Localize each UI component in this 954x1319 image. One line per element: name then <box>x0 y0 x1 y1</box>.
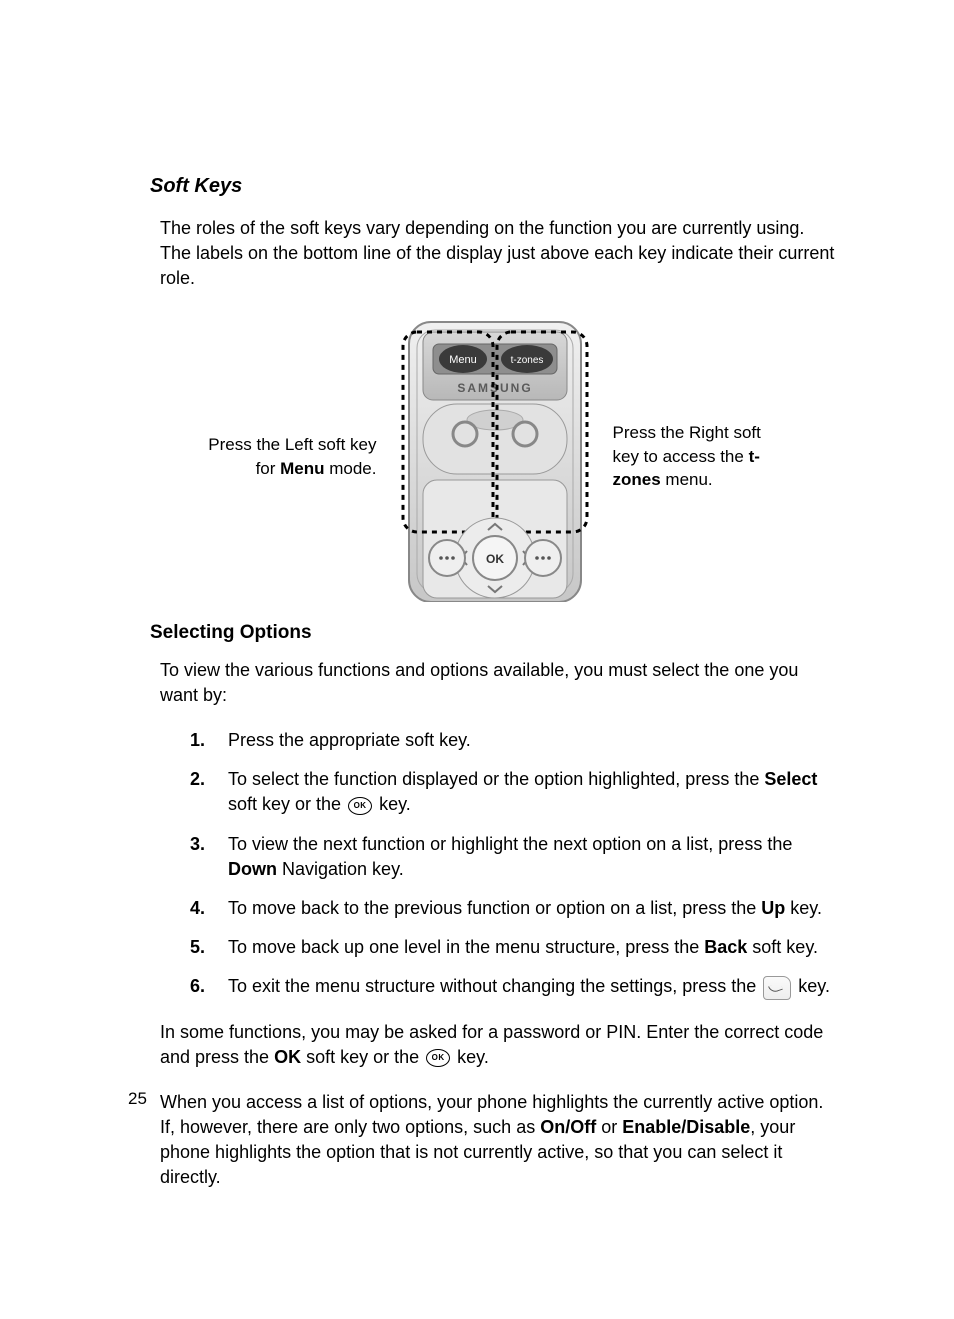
screen-label-menu: Menu <box>449 354 477 366</box>
step-3: To view the next function or highlight t… <box>190 832 839 882</box>
ok-icon: OK <box>426 1049 450 1067</box>
softkey-diagram: Press the Left soft key for Menu mode. <box>150 312 839 602</box>
step-3-bold: Down <box>228 859 277 879</box>
step-6-prefix: To exit the menu structure without chang… <box>228 976 761 996</box>
step-4: To move back to the previous function or… <box>190 896 839 921</box>
screen-label-tzones: t-zones <box>510 355 543 366</box>
left-callout-suffix: mode. <box>325 459 377 478</box>
step-5: To move back up one level in the menu st… <box>190 935 839 960</box>
step-5-suffix: soft key. <box>747 937 818 957</box>
pin-text-2: soft key or the <box>301 1047 424 1067</box>
intro-paragraph: The roles of the soft keys vary dependin… <box>160 216 839 292</box>
step-2-suffix: key. <box>374 794 411 814</box>
right-callout-text: Press the Right soft key to access the <box>613 423 761 466</box>
step-4-suffix: key. <box>785 898 822 918</box>
pin-bold: OK <box>274 1047 301 1067</box>
step-4-prefix: To move back to the previous function or… <box>228 898 761 918</box>
lead-in-text: To view the various functions and option… <box>160 658 839 708</box>
ok-key-label: OK <box>486 552 504 566</box>
step-2: To select the function displayed or the … <box>190 767 839 817</box>
pin-text-3: key. <box>452 1047 489 1067</box>
step-4-bold: Up <box>761 898 785 918</box>
step-2-prefix: To select the function displayed or the … <box>228 769 764 789</box>
step-3-suffix: Navigation key. <box>277 859 404 879</box>
pin-paragraph: In some functions, you may be asked for … <box>160 1020 839 1070</box>
step-1: Press the appropriate soft key. <box>190 728 839 753</box>
left-callout-bold: Menu <box>280 459 324 478</box>
step-6-suffix: key. <box>793 976 830 996</box>
right-callout: Press the Right soft key to access the t… <box>605 421 788 492</box>
opt-mid: or <box>596 1117 622 1137</box>
step-2-bold: Select <box>764 769 817 789</box>
right-callout-suffix: menu. <box>661 470 713 489</box>
section-title: Soft Keys <box>150 175 839 198</box>
steps-list: Press the appropriate soft key. To selec… <box>190 728 839 1000</box>
step-2-mid: soft key or the <box>228 794 346 814</box>
opt-bold-1: On/Off <box>540 1117 596 1137</box>
subheading-selecting-options: Selecting Options <box>150 622 839 644</box>
brand-text: SAMSUNG <box>457 381 532 395</box>
options-paragraph: When you access a list of options, your … <box>160 1090 839 1191</box>
end-call-key-icon <box>763 976 791 1000</box>
pin-text-1: In some functions, you may be asked for … <box>160 1022 823 1067</box>
step-5-bold: Back <box>704 937 747 957</box>
step-5-prefix: To move back up one level in the menu st… <box>228 937 704 957</box>
opt-bold-2: Enable/Disable <box>622 1117 750 1137</box>
ok-icon: OK <box>348 797 372 815</box>
left-callout: Press the Left soft key for Menu mode. <box>202 433 385 481</box>
page-number: 25 <box>128 1089 147 1109</box>
step-6: To exit the menu structure without chang… <box>190 974 839 999</box>
phone-illustration: Menu t-zones SAMSUNG OK <box>385 312 605 602</box>
manual-page: Soft Keys The roles of the soft keys var… <box>0 0 954 1319</box>
step-3-prefix: To view the next function or highlight t… <box>228 834 792 854</box>
